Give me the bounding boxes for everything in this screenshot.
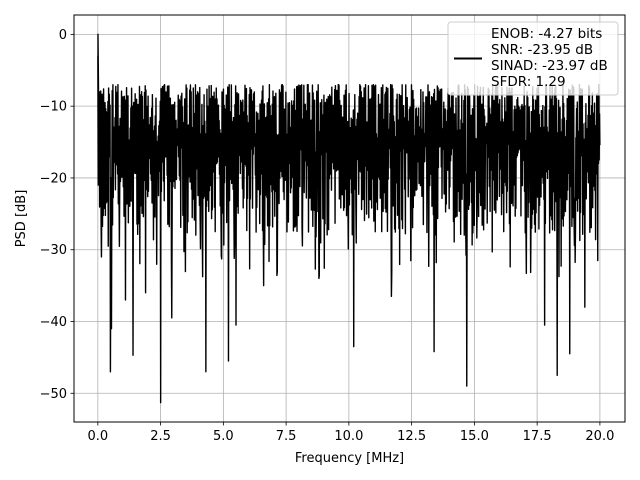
axes-frame xyxy=(73,14,626,423)
legend-label-line: SNR: -23.95 dB xyxy=(491,42,593,58)
psd-series-line xyxy=(97,33,601,404)
legend-label-line: ENOB: -4.27 bits xyxy=(491,26,602,42)
legend: ENOB: -4.27 bits SNR: -23.95 dB SINAD: -23… xyxy=(447,21,619,96)
x-tick-label: 10.0 xyxy=(334,429,363,444)
y-tick-label: −10 xyxy=(40,100,67,115)
x-tick-label: 5.0 xyxy=(213,429,234,444)
y-tick-label: −30 xyxy=(40,243,67,258)
x-tick-label: 2.5 xyxy=(150,429,171,444)
y-tick-label: −50 xyxy=(40,387,67,402)
y-axis-label: PSD [dB] xyxy=(14,190,29,248)
y-tick-label: 0 xyxy=(59,28,67,43)
legend-label-line: SINAD: -23.97 dB xyxy=(491,58,608,74)
plot-area xyxy=(97,33,601,404)
x-axis-label: Frequency [MHz] xyxy=(295,451,404,466)
y-tick-label: −20 xyxy=(40,171,67,186)
x-tick-label: 17.5 xyxy=(523,429,552,444)
x-tick-label: 15.0 xyxy=(460,429,489,444)
x-tick-label: 0.0 xyxy=(88,429,109,444)
legend-label-line: SFDR: 1.29 xyxy=(491,74,566,90)
ticks: 0.0 2.5 5.0 7.5 10.0 12.5 15.0 17.5 20.0 0 −10 −20 −… xyxy=(40,28,615,444)
y-tick-label: −40 xyxy=(40,315,67,330)
x-tick-label: 12.5 xyxy=(397,429,426,444)
legend-box xyxy=(447,21,619,96)
x-tick-label: 7.5 xyxy=(276,429,297,444)
x-tick-label: 20.0 xyxy=(585,429,614,444)
legend-label: ENOB: -4.27 bits SNR: -23.95 dB SINAD: -23… xyxy=(491,26,608,90)
